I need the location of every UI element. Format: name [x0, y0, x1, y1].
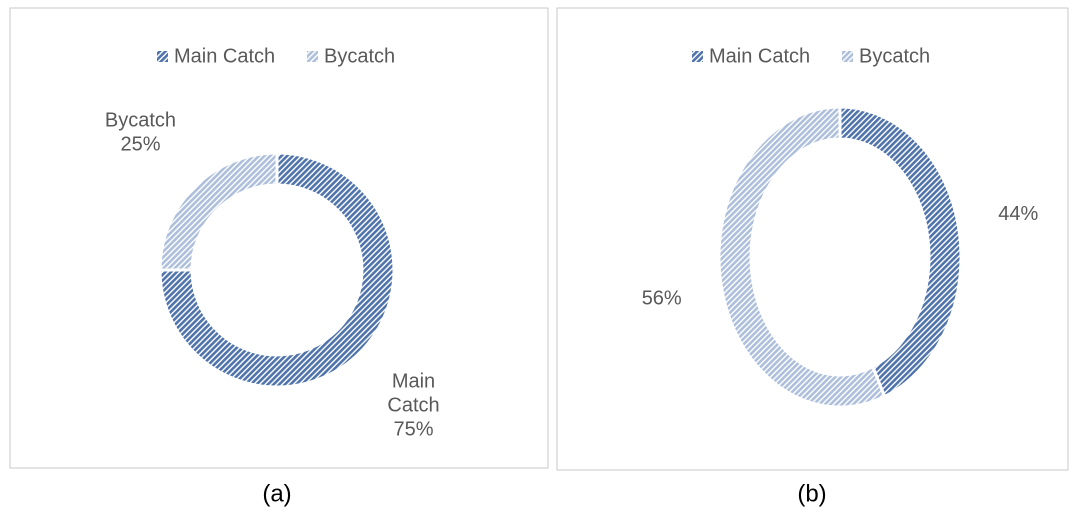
donut-slice — [838, 105, 963, 399]
data-label: 56% — [642, 287, 682, 309]
donut-slice — [158, 151, 279, 272]
data-label-category: Catch — [387, 395, 439, 417]
legend-label: Bycatch — [324, 45, 395, 67]
caption: (a) — [262, 480, 291, 507]
data-label: Bycatch 25% — [105, 110, 176, 156]
legend-label: Main Catch — [174, 45, 275, 67]
data-label-category: Bycatch — [105, 110, 176, 132]
data-label: 44% — [998, 203, 1038, 225]
legend-swatch — [157, 51, 168, 62]
donut-slice — [717, 105, 887, 409]
data-label-category: Main — [392, 371, 435, 393]
panel-border — [556, 7, 1069, 471]
panel-border — [9, 7, 549, 469]
data-label-value: 25% — [120, 134, 160, 156]
legend-swatch — [692, 51, 703, 62]
legend-label: Main Catch — [709, 45, 810, 67]
data-label: Main Catch 75% — [387, 371, 439, 441]
caption: (b) — [797, 480, 826, 507]
data-label-value: 75% — [393, 419, 433, 441]
legend-label: Bycatch — [859, 45, 930, 67]
legend-swatch — [307, 51, 318, 62]
legend-swatch — [842, 51, 853, 62]
donut-slice — [158, 151, 396, 389]
